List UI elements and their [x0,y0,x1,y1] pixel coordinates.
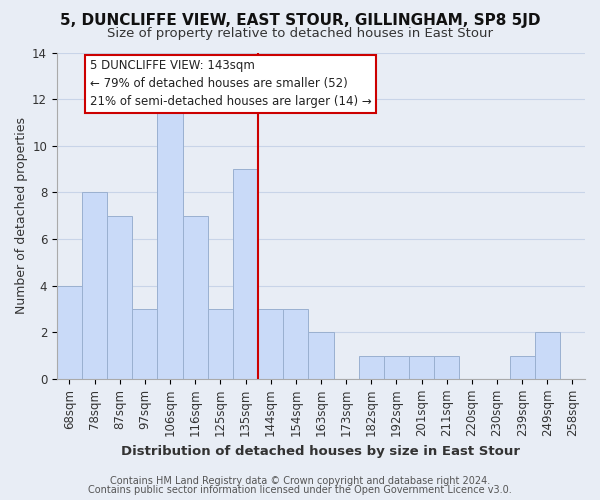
Bar [107,216,133,379]
Bar [82,192,107,379]
Y-axis label: Number of detached properties: Number of detached properties [15,117,28,314]
Text: 5, DUNCLIFFE VIEW, EAST STOUR, GILLINGHAM, SP8 5JD: 5, DUNCLIFFE VIEW, EAST STOUR, GILLINGHA… [60,12,540,28]
Text: 5 DUNCLIFFE VIEW: 143sqm
← 79% of detached houses are smaller (52)
21% of semi-d: 5 DUNCLIFFE VIEW: 143sqm ← 79% of detach… [89,60,371,108]
Bar [57,286,82,379]
X-axis label: Distribution of detached houses by size in East Stour: Distribution of detached houses by size … [121,444,520,458]
Bar [182,216,208,379]
Bar [133,309,157,379]
Text: Size of property relative to detached houses in East Stour: Size of property relative to detached ho… [107,28,493,40]
Text: Contains HM Land Registry data © Crown copyright and database right 2024.: Contains HM Land Registry data © Crown c… [110,476,490,486]
Bar [157,99,182,379]
Bar [535,332,560,379]
Bar [258,309,283,379]
Bar [359,356,384,379]
Bar [308,332,334,379]
Bar [283,309,308,379]
Bar [233,169,258,379]
Text: Contains public sector information licensed under the Open Government Licence v3: Contains public sector information licen… [88,485,512,495]
Bar [434,356,459,379]
Bar [509,356,535,379]
Bar [208,309,233,379]
Bar [384,356,409,379]
Bar [409,356,434,379]
